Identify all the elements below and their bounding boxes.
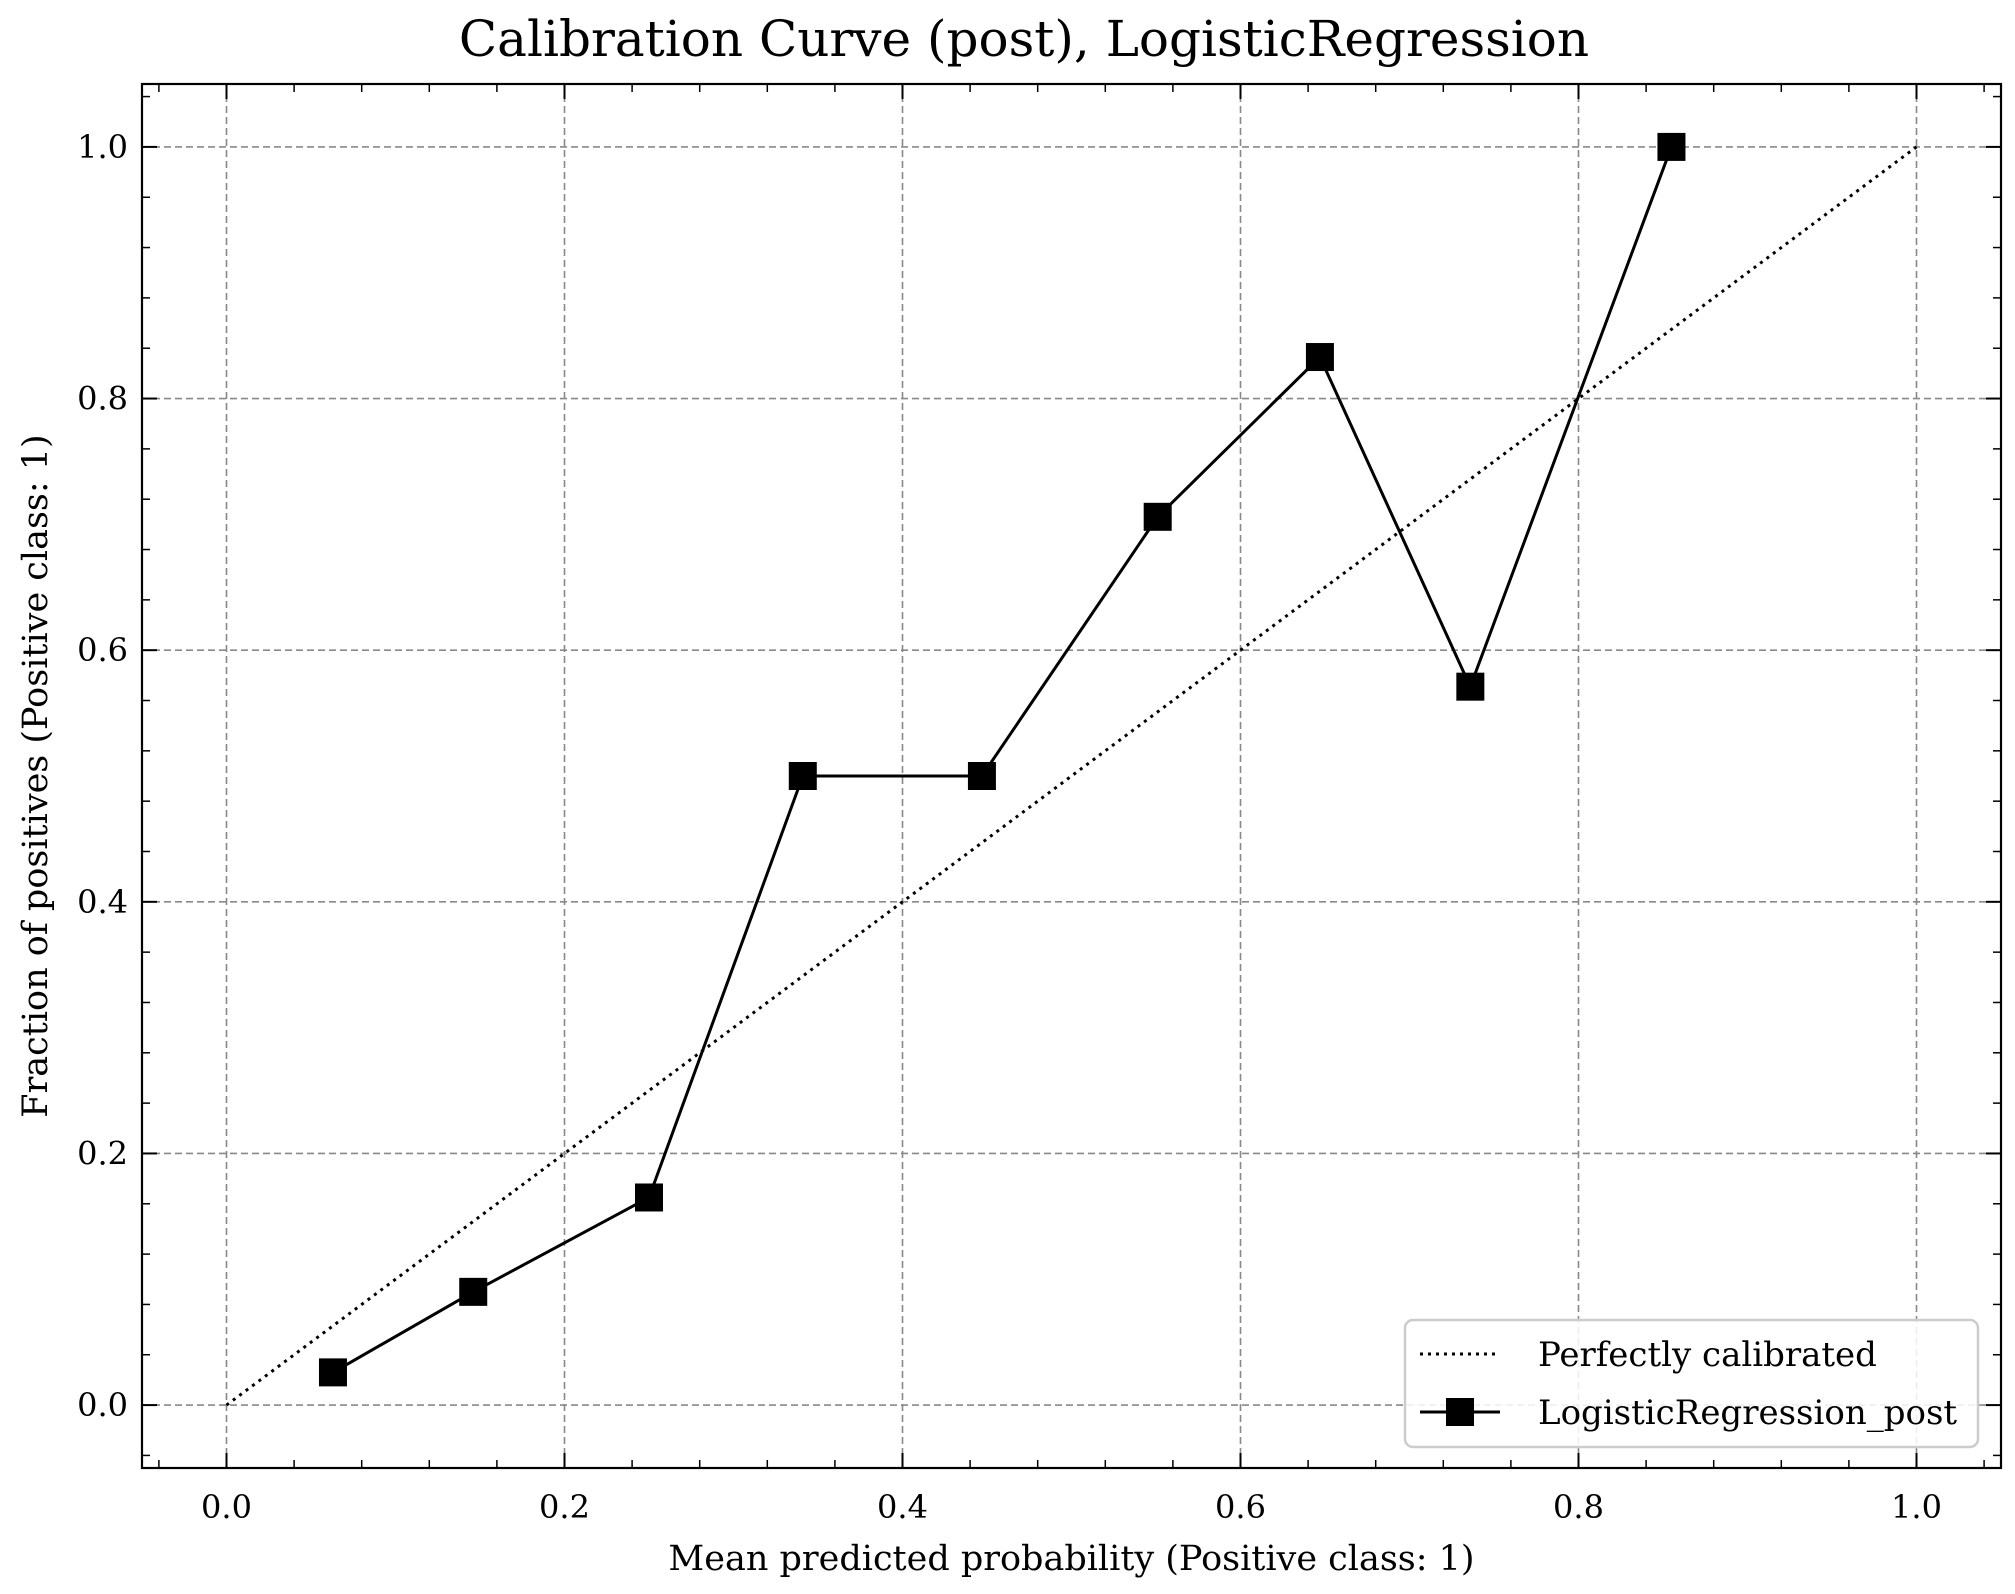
plot-frame <box>140 82 2003 1470</box>
y-axis-label: Fraction of positives (Positive class: 1… <box>16 434 56 1117</box>
data-point-logisticregression-post <box>1143 502 1172 531</box>
x-tick-label: 0.6 <box>1215 1488 1266 1526</box>
y-tick-label: 1.0 <box>77 128 128 166</box>
tick-labels: 0.0 0.2 0.4 0.6 0.8 1.0 0.0 0.2 0.4 0.6 0.8 1.0 <box>77 128 1942 1526</box>
x-tick-label: 0.8 <box>1553 1488 1604 1526</box>
plot-series <box>225 132 1918 1407</box>
data-point-logisticregression-post <box>1305 343 1334 372</box>
data-point-logisticregression-post <box>1657 132 1686 161</box>
legend-label-logisticregression-post: LogisticRegression_post <box>1538 1393 1957 1433</box>
x-tick-label: 0.0 <box>201 1488 252 1526</box>
x-tick-label: 0.2 <box>539 1488 590 1526</box>
x-axis-label: Mean predicted probability (Positive cla… <box>668 1539 1474 1579</box>
y-tick-label: 0.8 <box>77 380 128 418</box>
data-point-logisticregression-post <box>788 762 817 790</box>
y-tick-label: 0.4 <box>77 883 128 921</box>
y-tick-label: 0.6 <box>77 631 128 669</box>
x-tick-label: 0.4 <box>877 1488 928 1526</box>
data-point-logisticregression-post <box>1456 672 1485 701</box>
legend: Perfectly calibrated LogisticRegression_… <box>1403 1318 1980 1449</box>
x-tick-label: 1.0 <box>1891 1488 1942 1526</box>
grid-lines <box>142 84 2001 1468</box>
y-tick-label: 0.0 <box>77 1386 128 1424</box>
legend-marker-logisticregression-post <box>1446 1398 1474 1426</box>
data-point-logisticregression-post <box>967 762 996 790</box>
legend-box <box>1403 1318 1980 1449</box>
series-line-logisticregression-post <box>332 146 1673 1374</box>
chart-title: Calibration Curve (post), LogisticRegres… <box>459 10 1589 68</box>
legend-label-perfectly-calibrated: Perfectly calibrated <box>1538 1335 1877 1375</box>
axis-ticks <box>142 84 2001 1468</box>
series-line-perfectly-calibrated <box>225 145 1918 1407</box>
data-point-logisticregression-post <box>318 1358 347 1387</box>
y-tick-label: 0.2 <box>77 1134 128 1172</box>
data-point-logisticregression-post <box>635 1183 663 1212</box>
data-point-logisticregression-post <box>459 1277 488 1306</box>
